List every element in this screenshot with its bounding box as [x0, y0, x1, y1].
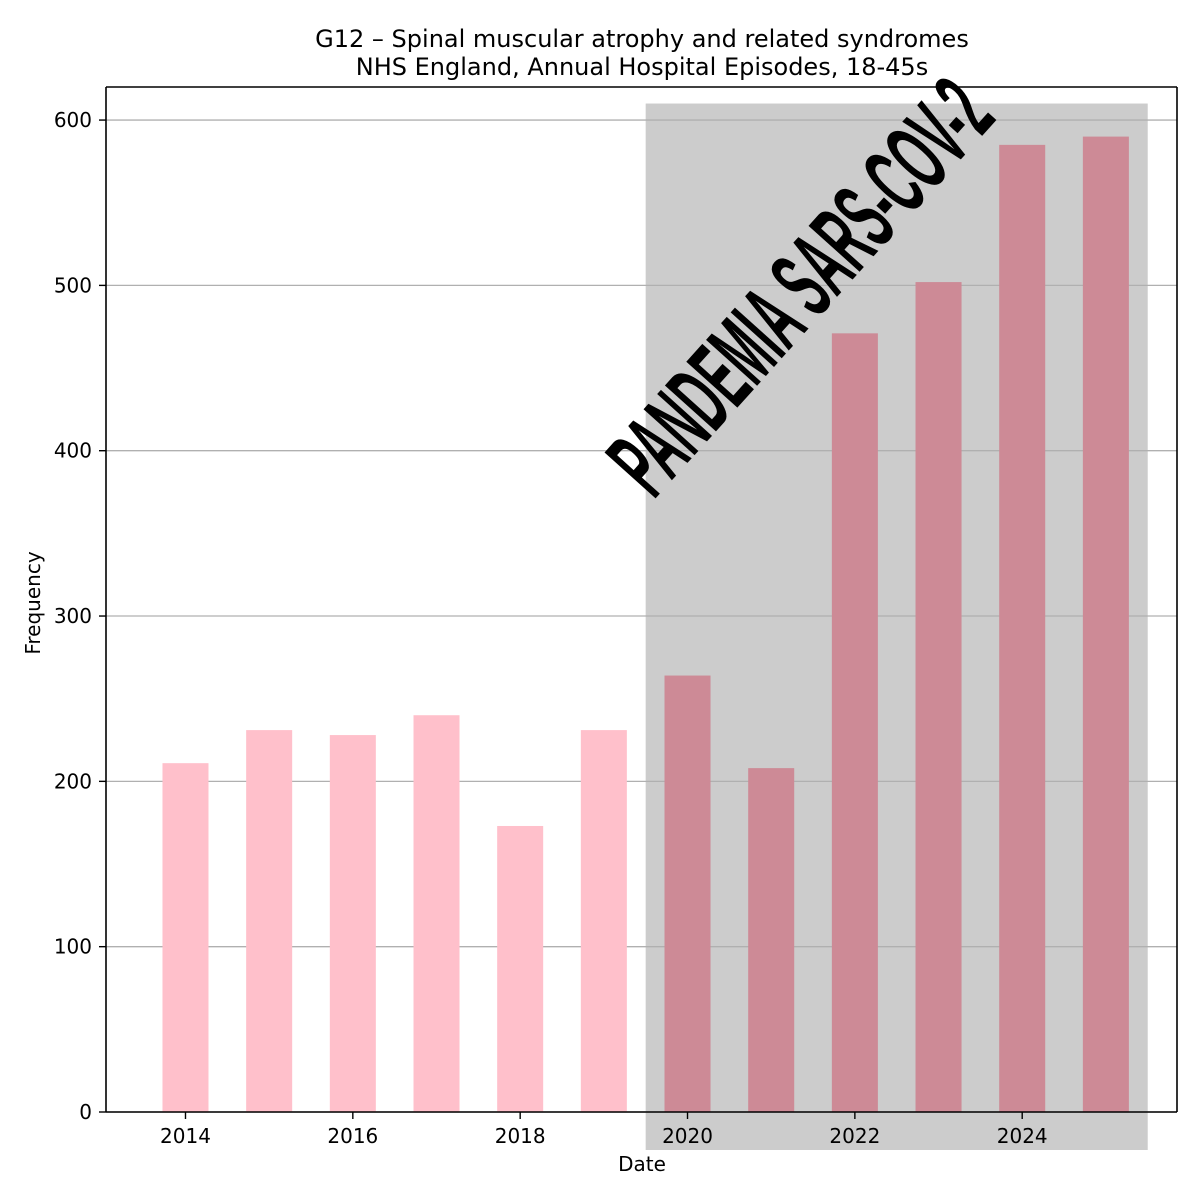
bar-2023: [915, 282, 962, 1112]
bar-2024: [999, 144, 1046, 1112]
bar-2020: [664, 675, 711, 1112]
x-tick-label: 2014: [160, 1124, 211, 1148]
bar-2016: [329, 735, 376, 1112]
x-tick-label: 2018: [495, 1124, 546, 1148]
bar-2017: [413, 715, 460, 1112]
bar-2022: [831, 333, 878, 1112]
bar-2025: [1082, 136, 1129, 1112]
y-tick-label: 500: [54, 273, 92, 297]
x-tick-label: 2022: [829, 1124, 880, 1148]
highlight-region: [645, 103, 1148, 1151]
y-axis-label: Frequency: [21, 551, 45, 654]
y-tick-label: 400: [54, 439, 92, 463]
bar-2021: [748, 768, 795, 1112]
x-tick-label: 2020: [662, 1124, 713, 1148]
chart-title: G12 – Spinal muscular atrophy and relate…: [315, 25, 969, 53]
bar-2018: [497, 825, 544, 1112]
y-tick-label: 200: [54, 769, 92, 793]
y-tick-label: 0: [79, 1100, 92, 1124]
x-tick-label: 2016: [327, 1124, 378, 1148]
y-tick-label: 300: [54, 604, 92, 628]
y-tick-label: 100: [54, 935, 92, 959]
bar-2019: [580, 730, 627, 1112]
y-tick-label: 600: [54, 108, 92, 132]
bar-2015: [246, 730, 293, 1112]
bar-2014: [162, 763, 209, 1112]
x-tick-label: 2024: [997, 1124, 1048, 1148]
x-axis-label: Date: [618, 1152, 666, 1176]
chart-subtitle: NHS England, Annual Hospital Episodes, 1…: [356, 53, 928, 81]
